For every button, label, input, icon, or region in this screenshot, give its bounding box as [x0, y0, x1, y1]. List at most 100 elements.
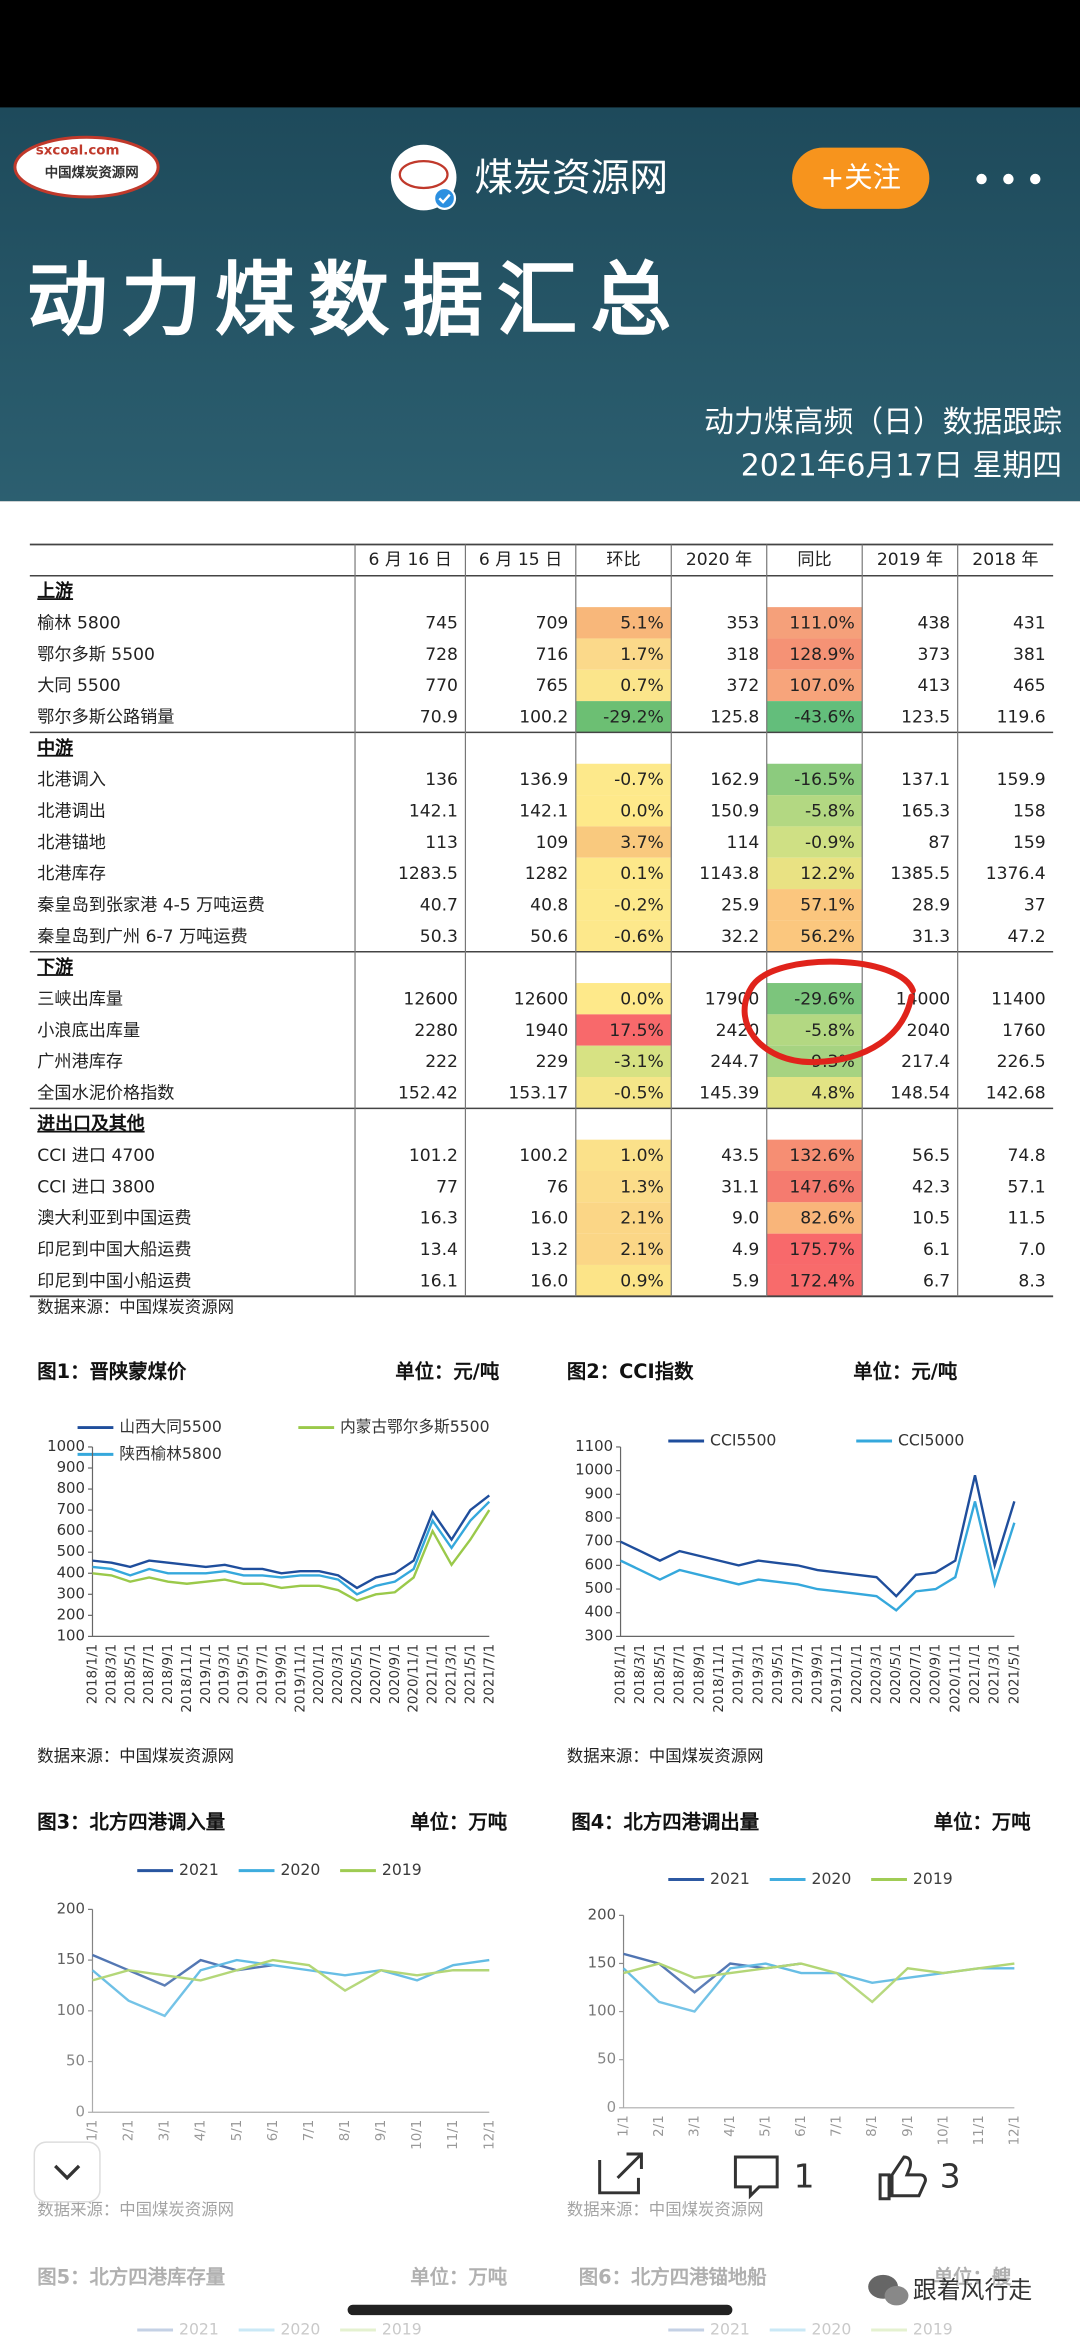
table-cell: 1283.5 — [398, 864, 458, 884]
table-cell: 12.2% — [800, 864, 854, 884]
x-tick-label: 2018/11/1 — [712, 1644, 727, 1713]
table-cell: 10.5 — [912, 1209, 950, 1229]
table-cell: 172.4% — [789, 1271, 854, 1291]
table-cell: 372 — [727, 676, 760, 696]
table-cell: 728 — [425, 645, 458, 665]
x-tick-label: 2020/7/1 — [909, 1644, 924, 1704]
table-source: 数据来源：中国煤炭资源网 — [37, 1298, 234, 1317]
table-cell: 70.9 — [420, 708, 458, 728]
table-cell: 7.0 — [1018, 1240, 1045, 1260]
avatar-logo — [398, 159, 449, 190]
heat-cell — [575, 763, 672, 796]
heat-cell — [575, 795, 672, 827]
row-label: CCI 进口 4700 — [37, 1146, 155, 1166]
logo-sub: 中国煤炭资源网 — [45, 164, 139, 181]
table-cell: 101.2 — [409, 1146, 458, 1166]
data-table: 6 月 16 日 6 月 15 日 环比 2020 年 同比 2019 年 2018 年上游… — [29, 543, 1054, 1298]
x-tick-label: 2020/5/1 — [889, 1644, 904, 1704]
table-cell: 142.68 — [986, 1083, 1046, 1103]
heat-cell — [575, 1170, 672, 1203]
like-icon[interactable] — [878, 2155, 927, 2201]
table-cell: 42.3 — [912, 1177, 950, 1197]
table-cell: 12600 — [403, 989, 458, 1009]
table-cell: 12600 — [514, 989, 569, 1009]
table-cell: 25.9 — [721, 895, 759, 915]
y-tick-label: 800 — [585, 1508, 613, 1526]
heat-cell — [766, 607, 863, 639]
x-tick-label: 2019/11/1 — [293, 1644, 308, 1713]
x-tick-label: 2019/11/1 — [830, 1644, 845, 1713]
row-label: 印尼到中国大船运费 — [37, 1240, 191, 1260]
table-cell: 100.2 — [519, 708, 568, 728]
table-cell: 6.1 — [923, 1240, 950, 1260]
row-label: 鄂尔多斯公路销量 — [37, 708, 174, 728]
collapse-button[interactable] — [33, 2141, 101, 2203]
x-tick-label: 2021/5/1 — [463, 1644, 478, 1704]
table-cell: 226.5 — [997, 1052, 1046, 1072]
heat-cell — [766, 889, 863, 921]
table-cell: 109 — [536, 833, 569, 853]
x-tick-label: 2018/11/1 — [180, 1644, 195, 1713]
table-cell: -5.8% — [805, 1021, 855, 1041]
x-tick-label: 2018/3/1 — [104, 1644, 119, 1704]
heat-cell — [766, 1139, 863, 1171]
x-tick-label: 2021/1/1 — [426, 1644, 441, 1704]
table-cell: 152.42 — [398, 1083, 458, 1103]
row-label: 秦皇岛到广州 6-7 万吨运费 — [37, 927, 247, 947]
heat-cell — [766, 1170, 863, 1203]
heat-cell — [766, 638, 863, 670]
comment-count: 1 — [794, 2157, 815, 2195]
table-cell: 128.9% — [789, 645, 854, 665]
chart-unit: 单位：万吨 — [410, 1810, 508, 1833]
table-cell: 229 — [536, 1052, 569, 1072]
row-label: 北港调出 — [37, 801, 106, 821]
y-tick-label: 700 — [585, 1532, 613, 1550]
table-cell: 1385.5 — [890, 864, 950, 884]
table-cell: 47.2 — [1008, 927, 1046, 947]
x-tick-label: 2018/5/1 — [653, 1644, 668, 1704]
table-cell: 32.2 — [721, 927, 759, 947]
x-tick-label: 2021/5/1 — [1007, 1644, 1022, 1704]
more-dot[interactable] — [976, 173, 987, 185]
table-cell: 16.0 — [530, 1209, 568, 1229]
y-tick-label: 400 — [57, 1563, 85, 1581]
x-tick-label: 2019/1/1 — [732, 1644, 747, 1704]
legend-label: 陕西榆林5800 — [119, 1444, 221, 1463]
heat-cell — [766, 857, 863, 890]
heat-cell — [766, 1233, 863, 1265]
table-cell: 43.5 — [721, 1146, 759, 1166]
comment-icon[interactable] — [733, 2155, 779, 2200]
legend-label: CCI5500 — [710, 1430, 776, 1449]
table-cell: 413 — [918, 676, 951, 696]
y-tick-label: 1000 — [47, 1437, 85, 1455]
x-tick-label: 2019/5/1 — [237, 1644, 252, 1704]
table-cell: 77 — [436, 1177, 458, 1197]
table-cell: 13.4 — [420, 1240, 458, 1260]
follow-button[interactable] — [792, 147, 930, 209]
table-cell: 353 — [727, 614, 760, 634]
more-dot[interactable] — [1003, 173, 1014, 185]
heat-cell — [766, 763, 863, 796]
table-cell: 136 — [425, 770, 458, 790]
column-header: 环比 — [606, 550, 640, 570]
account-name[interactable]: 煤炭资源网 — [474, 156, 668, 201]
table-cell: 111.0% — [789, 614, 854, 634]
series-line — [92, 1500, 491, 1596]
more-dot[interactable] — [1030, 173, 1041, 185]
table-cell: 17.5% — [609, 1021, 663, 1041]
chart-unit: 单位：元/吨 — [395, 1360, 500, 1383]
table-cell: 123.5 — [901, 708, 950, 728]
x-tick-label: 2018/7/1 — [142, 1644, 157, 1704]
x-tick-label: 2020/1/1 — [850, 1644, 865, 1704]
table-cell: 3.7% — [620, 833, 664, 853]
chart-source: 数据来源：中国煤炭资源网 — [37, 1747, 234, 1766]
heat-cell — [766, 701, 863, 733]
share-icon[interactable] — [598, 2152, 643, 2195]
table-cell: 31.3 — [912, 927, 950, 947]
table-cell: 40.8 — [530, 895, 568, 915]
heat-cell — [575, 889, 672, 921]
series-line — [92, 1494, 491, 1590]
table-cell: 56.5 — [912, 1146, 950, 1166]
table-cell: 2280 — [414, 1021, 458, 1041]
